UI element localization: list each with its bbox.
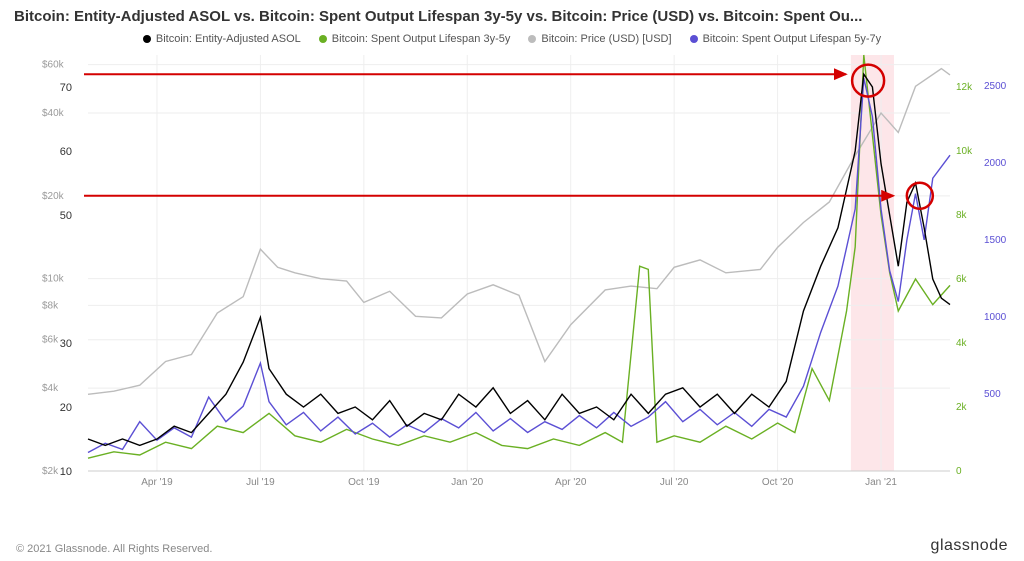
- y-tick-purple: 1000: [984, 312, 1007, 323]
- y-tick-green: 0: [956, 466, 962, 477]
- y-tick-asol: 70: [60, 82, 72, 94]
- y-tick-purple: 500: [984, 389, 1001, 400]
- chart-title: Bitcoin: Entity-Adjusted ASOL vs. Bitcoi…: [14, 8, 1010, 25]
- x-tick-label: Jul '19: [246, 477, 275, 488]
- logo: glassnode: [931, 537, 1008, 555]
- y-tick-price: $20k: [42, 191, 65, 202]
- copyright: © 2021 Glassnode. All Rights Reserved.: [16, 543, 212, 555]
- y-tick-asol: 30: [60, 338, 72, 350]
- x-tick-label: Jan '21: [865, 477, 897, 488]
- y-tick-price: $2k: [42, 466, 59, 477]
- x-tick-label: Oct '20: [762, 477, 794, 488]
- x-tick-label: Oct '19: [348, 477, 380, 488]
- y-tick-green: 4k: [956, 338, 968, 349]
- y-tick-purple: 2000: [984, 158, 1007, 169]
- y-tick-price: $6k: [42, 335, 59, 346]
- footer: © 2021 Glassnode. All Rights Reserved. g…: [14, 533, 1010, 555]
- chart-row: Bitcoin: Entity-Adjusted ASOLBitcoin: Sp…: [14, 31, 1010, 533]
- y-tick-green: 10k: [956, 146, 973, 157]
- x-tick-label: Apr '20: [555, 477, 587, 488]
- x-tick-label: Apr '19: [141, 477, 173, 488]
- y-tick-purple: 1500: [984, 235, 1007, 246]
- y-tick-green: 2k: [956, 402, 968, 413]
- y-tick-price: $4k: [42, 383, 59, 394]
- y-tick-green: 6k: [956, 274, 968, 285]
- y-tick-green: 8k: [956, 210, 968, 221]
- x-tick-label: Jan '20: [451, 477, 483, 488]
- y-tick-purple: 2500: [984, 81, 1007, 92]
- chart-container: Bitcoin: Entity-Adjusted ASOL vs. Bitcoi…: [0, 0, 1024, 561]
- y-tick-price: $60k: [42, 60, 65, 71]
- chart-svg: Apr '19 Jul '19 Oct '19 Jan '20 Apr '20 Jul '…: [14, 31, 1010, 501]
- y-tick-green: 12k: [956, 82, 973, 93]
- y-tick-price: $8k: [42, 300, 59, 311]
- y-tick-price: $10k: [42, 274, 65, 285]
- y-tick-asol: 20: [60, 402, 72, 414]
- y-tick-asol: 10: [60, 466, 72, 478]
- y-tick-asol: 50: [60, 210, 72, 222]
- y-tick-price: $40k: [42, 108, 65, 119]
- x-tick-label: Jul '20: [660, 477, 689, 488]
- y-tick-asol: 60: [60, 146, 72, 158]
